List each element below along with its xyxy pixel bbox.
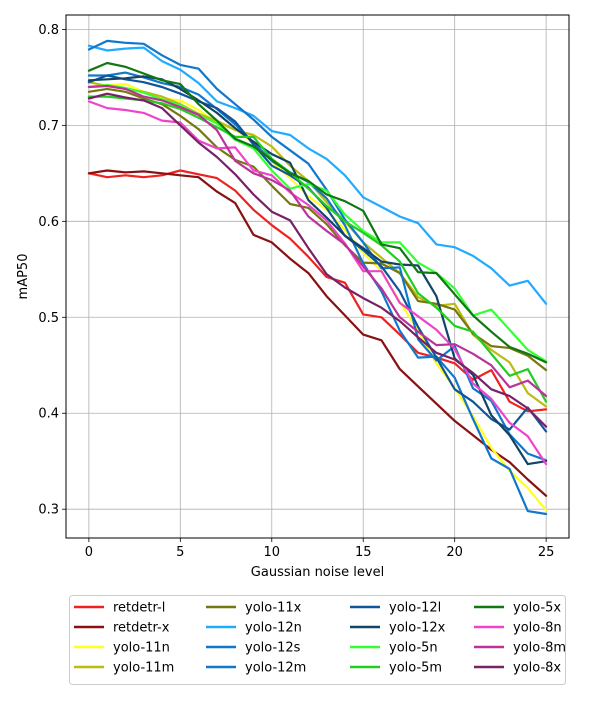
series-line-yolo-5m <box>87 95 548 403</box>
legend-label-yolo-5x: yolo-5x <box>513 601 561 616</box>
series-lines <box>87 39 548 516</box>
legend-label-yolo-5n: yolo-5n <box>389 641 438 656</box>
x-axis-label: Gaussian noise level <box>251 565 384 580</box>
x-tick-label: 5 <box>176 545 184 560</box>
axis-ticks: 0 5 10 15 20 25 0.3 0.4 0.5 0.6 0.7 0.8 <box>38 23 554 560</box>
y-tick-label: 0.7 <box>38 119 59 134</box>
plot-frame <box>65 14 570 539</box>
grid <box>66 15 569 538</box>
y-tick-label: 0.8 <box>38 23 59 38</box>
legend-frame <box>69 595 566 685</box>
x-tick-label: 10 <box>263 545 280 560</box>
y-tick-label: 0.5 <box>38 311 59 326</box>
series-line-yolo-8x <box>87 92 548 428</box>
y-axis-label: mAP50 <box>16 254 31 300</box>
x-tick-label: 15 <box>355 545 372 560</box>
legend-label-yolo-12m: yolo-12m <box>245 661 306 676</box>
legend-label-yolo-11x: yolo-11x <box>245 601 302 616</box>
x-tick-label: 25 <box>538 545 555 560</box>
series-line-retdetr-x <box>87 169 548 497</box>
legend-label-yolo-8x: yolo-8x <box>513 661 561 676</box>
legend-label-yolo-11n: yolo-11n <box>113 641 170 656</box>
series-line-yolo-12m <box>87 39 548 462</box>
legend-label-retdetr-l: retdetr-l <box>113 601 165 616</box>
legend-label-yolo-12s: yolo-12s <box>245 641 301 656</box>
x-tick-label: 0 <box>85 545 93 560</box>
legend-label-yolo-5m: yolo-5m <box>389 661 442 676</box>
series-line-yolo-12n <box>87 44 548 305</box>
legend-label-yolo-12x: yolo-12x <box>389 621 446 636</box>
x-tick-label: 20 <box>446 545 463 560</box>
series-line-yolo-8m <box>87 84 548 398</box>
legend: retdetr-l retdetr-x yolo-11n yolo-11m yolo-1… <box>69 595 566 685</box>
legend-label-yolo-12l: yolo-12l <box>389 601 441 616</box>
series-line-yolo-12s <box>87 71 548 516</box>
series-line-yolo-8n <box>87 100 548 466</box>
legend-label-yolo-12n: yolo-12n <box>245 621 302 636</box>
legend-label-retdetr-x: retdetr-x <box>113 621 170 636</box>
series-line-yolo-5x <box>87 61 548 364</box>
y-tick-label: 0.3 <box>38 503 59 518</box>
legend-label-yolo-8m: yolo-8m <box>513 641 566 656</box>
y-tick-label: 0.4 <box>38 407 59 422</box>
legend-label-yolo-8n: yolo-8n <box>513 621 562 636</box>
legend-label-yolo-11m: yolo-11m <box>113 661 174 676</box>
y-tick-label: 0.6 <box>38 215 59 230</box>
